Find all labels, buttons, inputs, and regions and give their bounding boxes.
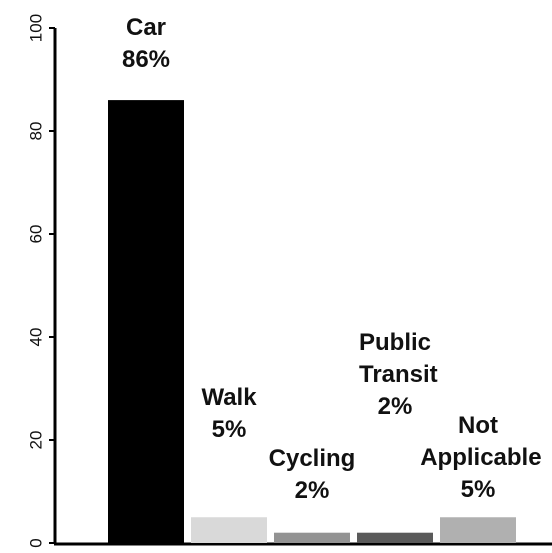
value-label: 86% [122,46,170,73]
y-tick-label: 80 [26,122,45,141]
bar [357,532,433,543]
y-tick-label: 20 [26,431,45,450]
category-label: Not Applicable [414,412,541,471]
y-tick-label: 60 [26,225,45,244]
value-label: 2% [295,477,330,504]
y-tick-label: 100 [26,14,45,42]
bar [191,517,267,543]
y-tick-label: 40 [26,328,45,347]
category-label: Car [126,14,166,41]
category-label: Public Transit [352,329,437,388]
category-label: Cycling [269,445,356,472]
bar [108,100,184,543]
category-label: Walk [201,384,257,411]
bar [440,517,516,543]
value-label: 5% [212,416,247,443]
y-tick-label: 0 [26,538,45,547]
value-label: 5% [461,476,496,503]
value-label: 2% [378,393,413,420]
bar [274,532,350,543]
